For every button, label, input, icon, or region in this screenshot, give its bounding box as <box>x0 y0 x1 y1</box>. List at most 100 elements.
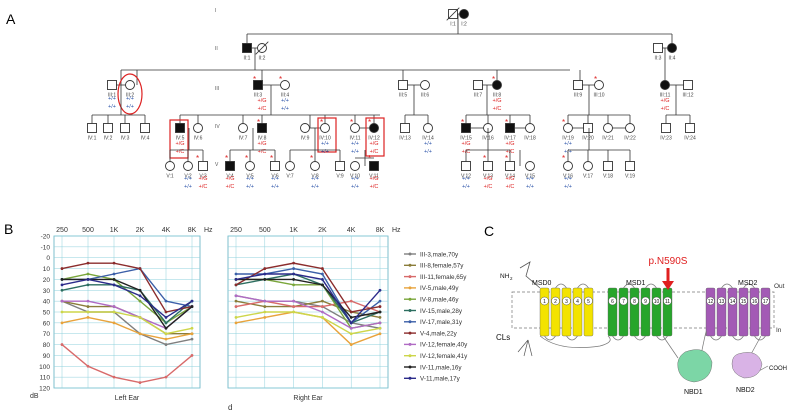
data-point <box>112 321 116 325</box>
individual-label: V:3 <box>199 174 207 180</box>
individual-label: III:10 <box>593 93 604 99</box>
female-symbol <box>165 161 175 171</box>
series-line-0 <box>61 300 193 346</box>
helix-number-badge <box>551 296 560 306</box>
individual-label: IV:7 <box>239 136 248 142</box>
individual-label: IV:12 <box>368 136 380 142</box>
legend-entry: IV-5,male,49y <box>420 285 459 292</box>
legend-marker <box>408 365 412 369</box>
series-line-9 <box>62 311 193 335</box>
helix-number: 6 <box>611 299 614 305</box>
data-point <box>349 343 353 346</box>
individual-label: IV:11 <box>349 136 360 142</box>
data-point <box>378 332 382 336</box>
helix-number-badge <box>619 296 628 306</box>
x-tick-label: 2K <box>136 227 145 234</box>
genotype-label: +/G <box>175 141 184 147</box>
data-point <box>138 294 142 298</box>
y-tick-label: 0 <box>46 255 50 262</box>
x-tick-label: 500 <box>82 227 94 234</box>
data-point <box>349 299 353 303</box>
y-tick-label: 90 <box>43 353 51 360</box>
legend-marker <box>408 309 412 312</box>
male-symbol <box>573 80 583 90</box>
helix-loop <box>645 283 657 289</box>
male-symbol <box>653 43 663 53</box>
data-point <box>112 375 116 379</box>
series-line-5 <box>235 273 381 324</box>
generation-label: IV <box>215 124 220 130</box>
female-symbol <box>583 161 593 171</box>
individual-label: IV:18 <box>524 136 536 142</box>
data-point <box>321 316 324 319</box>
data-point <box>321 267 324 270</box>
individual-label: IV:4 <box>141 136 150 142</box>
genotype-label: +/+ <box>108 96 116 102</box>
individual-label: IV:19 <box>562 136 574 142</box>
male-symbol <box>685 123 695 133</box>
genotype-label: +/C <box>661 106 670 112</box>
x-tick-label: 250 <box>56 227 68 234</box>
female-symbol <box>423 123 433 133</box>
individual-label: IV:22 <box>624 136 636 142</box>
female-symbol <box>525 161 535 171</box>
individual-label: V:18 <box>603 174 613 180</box>
helix-number: 14 <box>730 299 736 305</box>
individual-label: V:12 <box>461 174 471 180</box>
y-tick-label: 120 <box>39 386 50 393</box>
legend-entry: IV-8,male,46y <box>420 297 459 304</box>
data-point <box>60 288 64 292</box>
individual-label: IV:8 <box>258 136 267 142</box>
series-line-3 <box>61 316 193 340</box>
series-line-10 <box>62 278 193 330</box>
individual-label: V:4 <box>226 174 234 180</box>
mutation-label: p.N590S <box>649 256 688 267</box>
genotype-label: +/G <box>461 141 470 147</box>
helix <box>607 287 618 337</box>
helix <box>561 287 572 337</box>
data-point <box>321 305 324 308</box>
male-symbol <box>107 80 117 90</box>
genotype-label: +/+ <box>246 176 254 182</box>
chloride-branches <box>517 339 533 357</box>
female-symbol <box>285 161 295 171</box>
individual-label: II:3 <box>655 56 662 62</box>
helix-number-badge <box>630 296 639 306</box>
linker-to-nbd1 <box>662 335 679 359</box>
individual-label: III:4 <box>281 93 290 99</box>
genotype-label: +/+ <box>526 176 534 182</box>
in-label: In <box>776 327 782 334</box>
male-symbol <box>225 161 235 171</box>
male-symbol <box>483 161 493 171</box>
helix-number: 7 <box>622 299 625 305</box>
female-symbol <box>525 123 535 133</box>
individual-label: IV:23 <box>660 136 672 142</box>
helix-number: 10 <box>654 299 660 305</box>
proband-star: * <box>483 154 486 163</box>
individual-label: III:3 <box>254 93 263 99</box>
data-point <box>292 278 295 281</box>
helix-number: 2 <box>554 299 557 305</box>
data-point <box>60 283 64 287</box>
legend-marker <box>408 331 412 335</box>
male-symbol <box>583 123 593 133</box>
genotype-label: +/+ <box>424 149 432 155</box>
data-point <box>138 299 142 303</box>
highlight-box-iv12 <box>365 117 385 157</box>
data-point <box>138 267 142 270</box>
pedigree-line <box>446 7 460 21</box>
highlight-box-iv10 <box>317 117 337 153</box>
genotype-label: +/C <box>258 106 267 112</box>
genotype-label: +/+ <box>321 141 329 147</box>
x-tick-label: 500 <box>259 227 271 234</box>
x-unit-label: Hz <box>204 227 213 234</box>
helix-loop <box>743 283 755 289</box>
nbd2-label: NBD2 <box>736 387 755 394</box>
genotype-label: +/C <box>484 184 493 190</box>
genotype-label: +/G <box>198 176 207 182</box>
series-line-6 <box>236 267 381 324</box>
helix <box>749 287 760 337</box>
helix-number-badge <box>750 296 759 306</box>
data-point <box>378 305 382 308</box>
